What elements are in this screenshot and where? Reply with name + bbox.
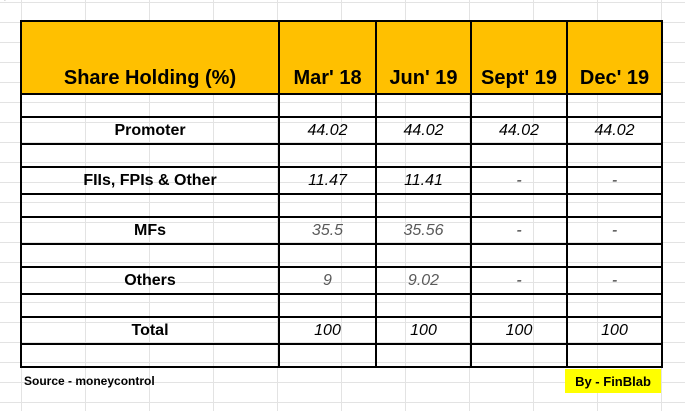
empty-cell[interactable]: [470, 93, 568, 118]
empty-cell[interactable]: [20, 343, 280, 368]
empty-cell[interactable]: [375, 243, 472, 268]
cell-mfs-mar18[interactable]: 35.5: [278, 216, 377, 245]
empty-cell[interactable]: [278, 293, 377, 318]
empty-cell[interactable]: [278, 93, 377, 118]
cell-others-mar18[interactable]: 9: [278, 266, 377, 295]
empty-cell[interactable]: [20, 193, 280, 218]
row-label-total[interactable]: Total: [20, 316, 280, 345]
share-holding-table: Share Holding (%) Mar' 18 Jun' 19 Sept' …: [20, 20, 663, 368]
empty-cell[interactable]: [20, 93, 280, 118]
empty-cell[interactable]: [566, 343, 663, 368]
cell-promoter-mar18[interactable]: 44.02: [278, 116, 377, 145]
cell-fiis-mar18[interactable]: 11.47: [278, 166, 377, 195]
empty-cell[interactable]: [470, 243, 568, 268]
spacer-row: [20, 93, 663, 118]
cell-others-sept19[interactable]: -: [470, 266, 568, 295]
row-promoter: Promoter 44.02 44.02 44.02 44.02: [20, 116, 663, 145]
credit-badge[interactable]: By - FinBlab: [565, 369, 661, 393]
cell-mfs-jun19[interactable]: 35.56: [375, 216, 472, 245]
empty-cell[interactable]: [566, 143, 663, 168]
cell-total-mar18[interactable]: 100: [278, 316, 377, 345]
cell-total-sept19[interactable]: 100: [470, 316, 568, 345]
empty-cell[interactable]: [566, 193, 663, 218]
row-label-promoter[interactable]: Promoter: [20, 116, 280, 145]
empty-cell[interactable]: [278, 343, 377, 368]
empty-cell[interactable]: [20, 143, 280, 168]
empty-cell[interactable]: [375, 293, 472, 318]
empty-cell[interactable]: [375, 143, 472, 168]
empty-cell[interactable]: [278, 193, 377, 218]
cell-fiis-jun19[interactable]: 11.41: [375, 166, 472, 195]
cell-fiis-sept19[interactable]: -: [470, 166, 568, 195]
empty-cell[interactable]: [566, 293, 663, 318]
empty-cell[interactable]: [278, 143, 377, 168]
empty-cell[interactable]: [566, 243, 663, 268]
cell-promoter-sept19[interactable]: 44.02: [470, 116, 568, 145]
header-row: Share Holding (%) Mar' 18 Jun' 19 Sept' …: [20, 20, 663, 95]
cell-others-jun19[interactable]: 9.02: [375, 266, 472, 295]
source-note[interactable]: Source - moneycontrol: [24, 374, 155, 388]
cell-mfs-dec19[interactable]: -: [566, 216, 663, 245]
row-mfs: MFs 35.5 35.56 - -: [20, 216, 663, 245]
spacer-row: [20, 243, 663, 268]
header-col-dec19[interactable]: Dec' 19: [566, 20, 663, 95]
header-share-holding[interactable]: Share Holding (%): [20, 20, 280, 95]
empty-cell[interactable]: [278, 243, 377, 268]
row-fiis: FIIs, FPIs & Other 11.47 11.41 - -: [20, 166, 663, 195]
empty-cell[interactable]: [375, 93, 472, 118]
row-others: Others 9 9.02 - -: [20, 266, 663, 295]
row-label-mfs[interactable]: MFs: [20, 216, 280, 245]
row-total: Total 100 100 100 100: [20, 316, 663, 345]
header-col-mar18[interactable]: Mar' 18: [278, 20, 377, 95]
empty-cell[interactable]: [20, 243, 280, 268]
spacer-row: [20, 293, 663, 318]
row-label-others[interactable]: Others: [20, 266, 280, 295]
empty-cell[interactable]: [566, 93, 663, 118]
empty-cell[interactable]: [20, 293, 280, 318]
empty-cell[interactable]: [375, 343, 472, 368]
cell-total-jun19[interactable]: 100: [375, 316, 472, 345]
cell-promoter-dec19[interactable]: 44.02: [566, 116, 663, 145]
header-col-jun19[interactable]: Jun' 19: [375, 20, 472, 95]
cell-total-dec19[interactable]: 100: [566, 316, 663, 345]
cell-others-dec19[interactable]: -: [566, 266, 663, 295]
empty-cell[interactable]: [375, 193, 472, 218]
empty-cell[interactable]: [470, 293, 568, 318]
empty-cell[interactable]: [470, 193, 568, 218]
header-col-sept19[interactable]: Sept' 19: [470, 20, 568, 95]
row-label-fiis[interactable]: FIIs, FPIs & Other: [20, 166, 280, 195]
empty-cell[interactable]: [470, 343, 568, 368]
empty-cell[interactable]: [470, 143, 568, 168]
spacer-row: [20, 143, 663, 168]
cell-mfs-sept19[interactable]: -: [470, 216, 568, 245]
spacer-row: [20, 343, 663, 368]
cell-fiis-dec19[interactable]: -: [566, 166, 663, 195]
cell-promoter-jun19[interactable]: 44.02: [375, 116, 472, 145]
stray-backtick-mark: `: [3, 0, 6, 8]
spacer-row: [20, 193, 663, 218]
